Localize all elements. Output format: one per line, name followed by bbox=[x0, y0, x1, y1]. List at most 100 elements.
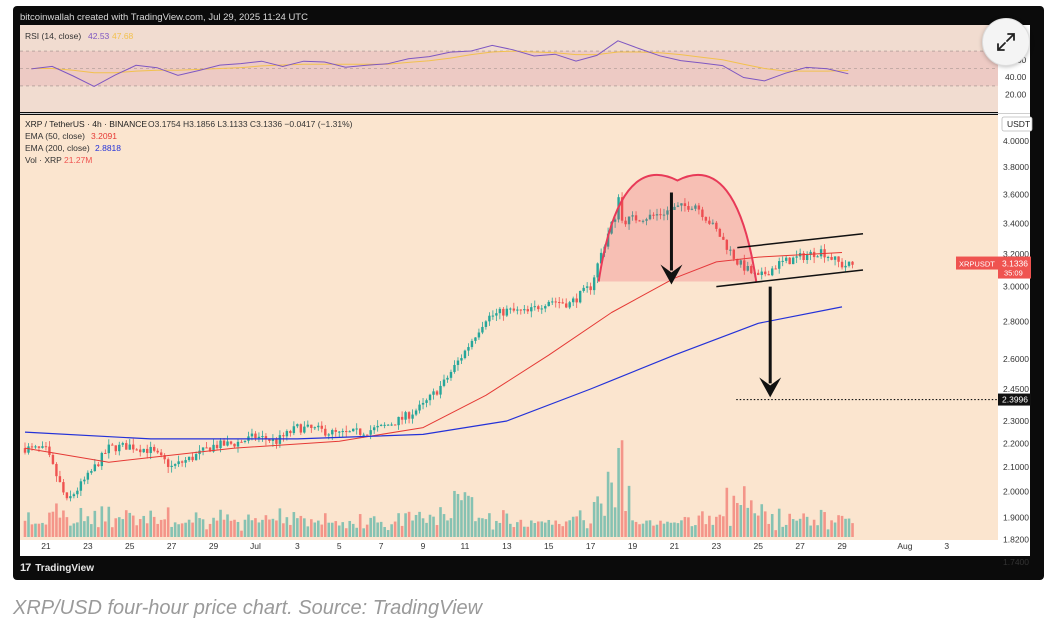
volume-bar bbox=[816, 525, 819, 537]
candle-body bbox=[107, 444, 110, 454]
volume-bar bbox=[69, 525, 72, 537]
candle-body bbox=[303, 426, 306, 433]
candle-body bbox=[118, 444, 121, 452]
volume-bar bbox=[247, 514, 250, 537]
volume-bar bbox=[236, 521, 240, 537]
candle-body bbox=[414, 410, 418, 415]
volume-bar bbox=[55, 503, 58, 537]
volume-bar bbox=[34, 523, 37, 537]
time-tick: 13 bbox=[502, 541, 512, 551]
candle-body bbox=[554, 301, 557, 303]
candle-body bbox=[317, 425, 320, 428]
volume-bar bbox=[708, 515, 711, 537]
candle-body bbox=[488, 315, 491, 322]
candle-body bbox=[764, 271, 767, 275]
candle-body bbox=[257, 436, 261, 439]
candle-body bbox=[575, 298, 578, 303]
ohlc-values: O3.1754 H3.1856 L3.1133 C3.1336 −0.0417 … bbox=[148, 119, 353, 129]
candle-body bbox=[397, 416, 400, 426]
candle-body bbox=[627, 216, 631, 225]
price-tick: 2.2000 bbox=[1003, 438, 1029, 448]
volume-bar bbox=[582, 520, 585, 537]
volume-bar bbox=[540, 521, 544, 537]
candle-body bbox=[139, 449, 142, 453]
candle-body bbox=[428, 394, 432, 401]
candle-body bbox=[613, 219, 617, 222]
volume-bar bbox=[114, 518, 118, 537]
volume-bar bbox=[550, 524, 554, 537]
volume-bar bbox=[554, 520, 558, 537]
candle-body bbox=[104, 452, 107, 454]
candle-body bbox=[470, 340, 474, 348]
symbol-tag: XRPUSDT bbox=[959, 260, 995, 269]
candle-body bbox=[760, 271, 763, 276]
time-tick: 17 bbox=[586, 541, 596, 551]
volume-bar bbox=[715, 516, 718, 537]
volume-bar bbox=[613, 507, 617, 537]
candle-body bbox=[275, 438, 278, 444]
volume-bar bbox=[439, 507, 442, 537]
volume-bar bbox=[802, 513, 805, 537]
volume-bar bbox=[638, 524, 641, 537]
candle-body bbox=[348, 431, 351, 433]
candle-body bbox=[44, 446, 48, 448]
symbol-legend-label: XRP / TetherUS · 4h · BINANCE bbox=[25, 119, 147, 129]
volume-bar bbox=[358, 514, 362, 537]
volume-bar bbox=[453, 490, 456, 537]
volume-bar bbox=[128, 512, 132, 537]
volume-bar bbox=[474, 521, 477, 537]
volume-bar bbox=[533, 523, 537, 537]
candle-body bbox=[732, 249, 736, 259]
volume-bar bbox=[51, 511, 55, 537]
candle-body bbox=[774, 268, 777, 270]
candle-body bbox=[641, 220, 645, 222]
candle-body bbox=[802, 253, 805, 261]
candle-body bbox=[331, 430, 334, 435]
candle-body bbox=[439, 385, 442, 395]
candle-body bbox=[407, 412, 411, 419]
candle-body bbox=[544, 306, 547, 309]
candle-body bbox=[620, 197, 624, 221]
volume-bar bbox=[502, 510, 505, 537]
volume-bar bbox=[627, 485, 631, 537]
volume-bar bbox=[669, 522, 673, 537]
candle-body bbox=[655, 214, 659, 216]
time-tick: 7 bbox=[379, 541, 384, 551]
price-tick: 2.4500 bbox=[1003, 384, 1029, 394]
top-arrow-head bbox=[660, 264, 683, 285]
candle-body bbox=[86, 472, 90, 480]
candle-body bbox=[512, 308, 516, 311]
candle-body bbox=[771, 268, 774, 276]
volume-bar bbox=[404, 513, 407, 537]
volume-bar bbox=[470, 497, 474, 537]
volume-bar bbox=[229, 520, 233, 537]
volume-bar bbox=[110, 527, 114, 537]
volume-bar bbox=[701, 511, 704, 537]
volume-bar bbox=[79, 507, 83, 537]
volume-bar bbox=[652, 525, 655, 537]
candle-body bbox=[624, 220, 627, 225]
symbol-tag-bg bbox=[956, 256, 998, 270]
candle-body bbox=[23, 448, 27, 453]
candle-body bbox=[722, 236, 725, 240]
time-tick: 21 bbox=[670, 541, 680, 551]
volume-bar bbox=[296, 518, 299, 537]
candle-body bbox=[585, 286, 589, 288]
volume-bar bbox=[812, 519, 816, 537]
volume-bar bbox=[285, 517, 289, 537]
volume-bar bbox=[718, 514, 722, 537]
candle-body bbox=[177, 461, 180, 465]
volume-bar bbox=[690, 526, 694, 537]
rsi-ma-legend-value: 47.68 bbox=[112, 31, 134, 41]
candle-body bbox=[240, 441, 243, 443]
candle-body bbox=[418, 404, 421, 411]
price-tick: 1.8200 bbox=[1003, 534, 1029, 544]
candle-body bbox=[393, 424, 397, 426]
expand-button[interactable] bbox=[982, 18, 1030, 66]
candle-body bbox=[51, 454, 55, 464]
volume-bar bbox=[264, 515, 268, 537]
volume-bar bbox=[254, 518, 257, 537]
volume-bar bbox=[414, 514, 418, 537]
volume-bar bbox=[159, 519, 163, 537]
